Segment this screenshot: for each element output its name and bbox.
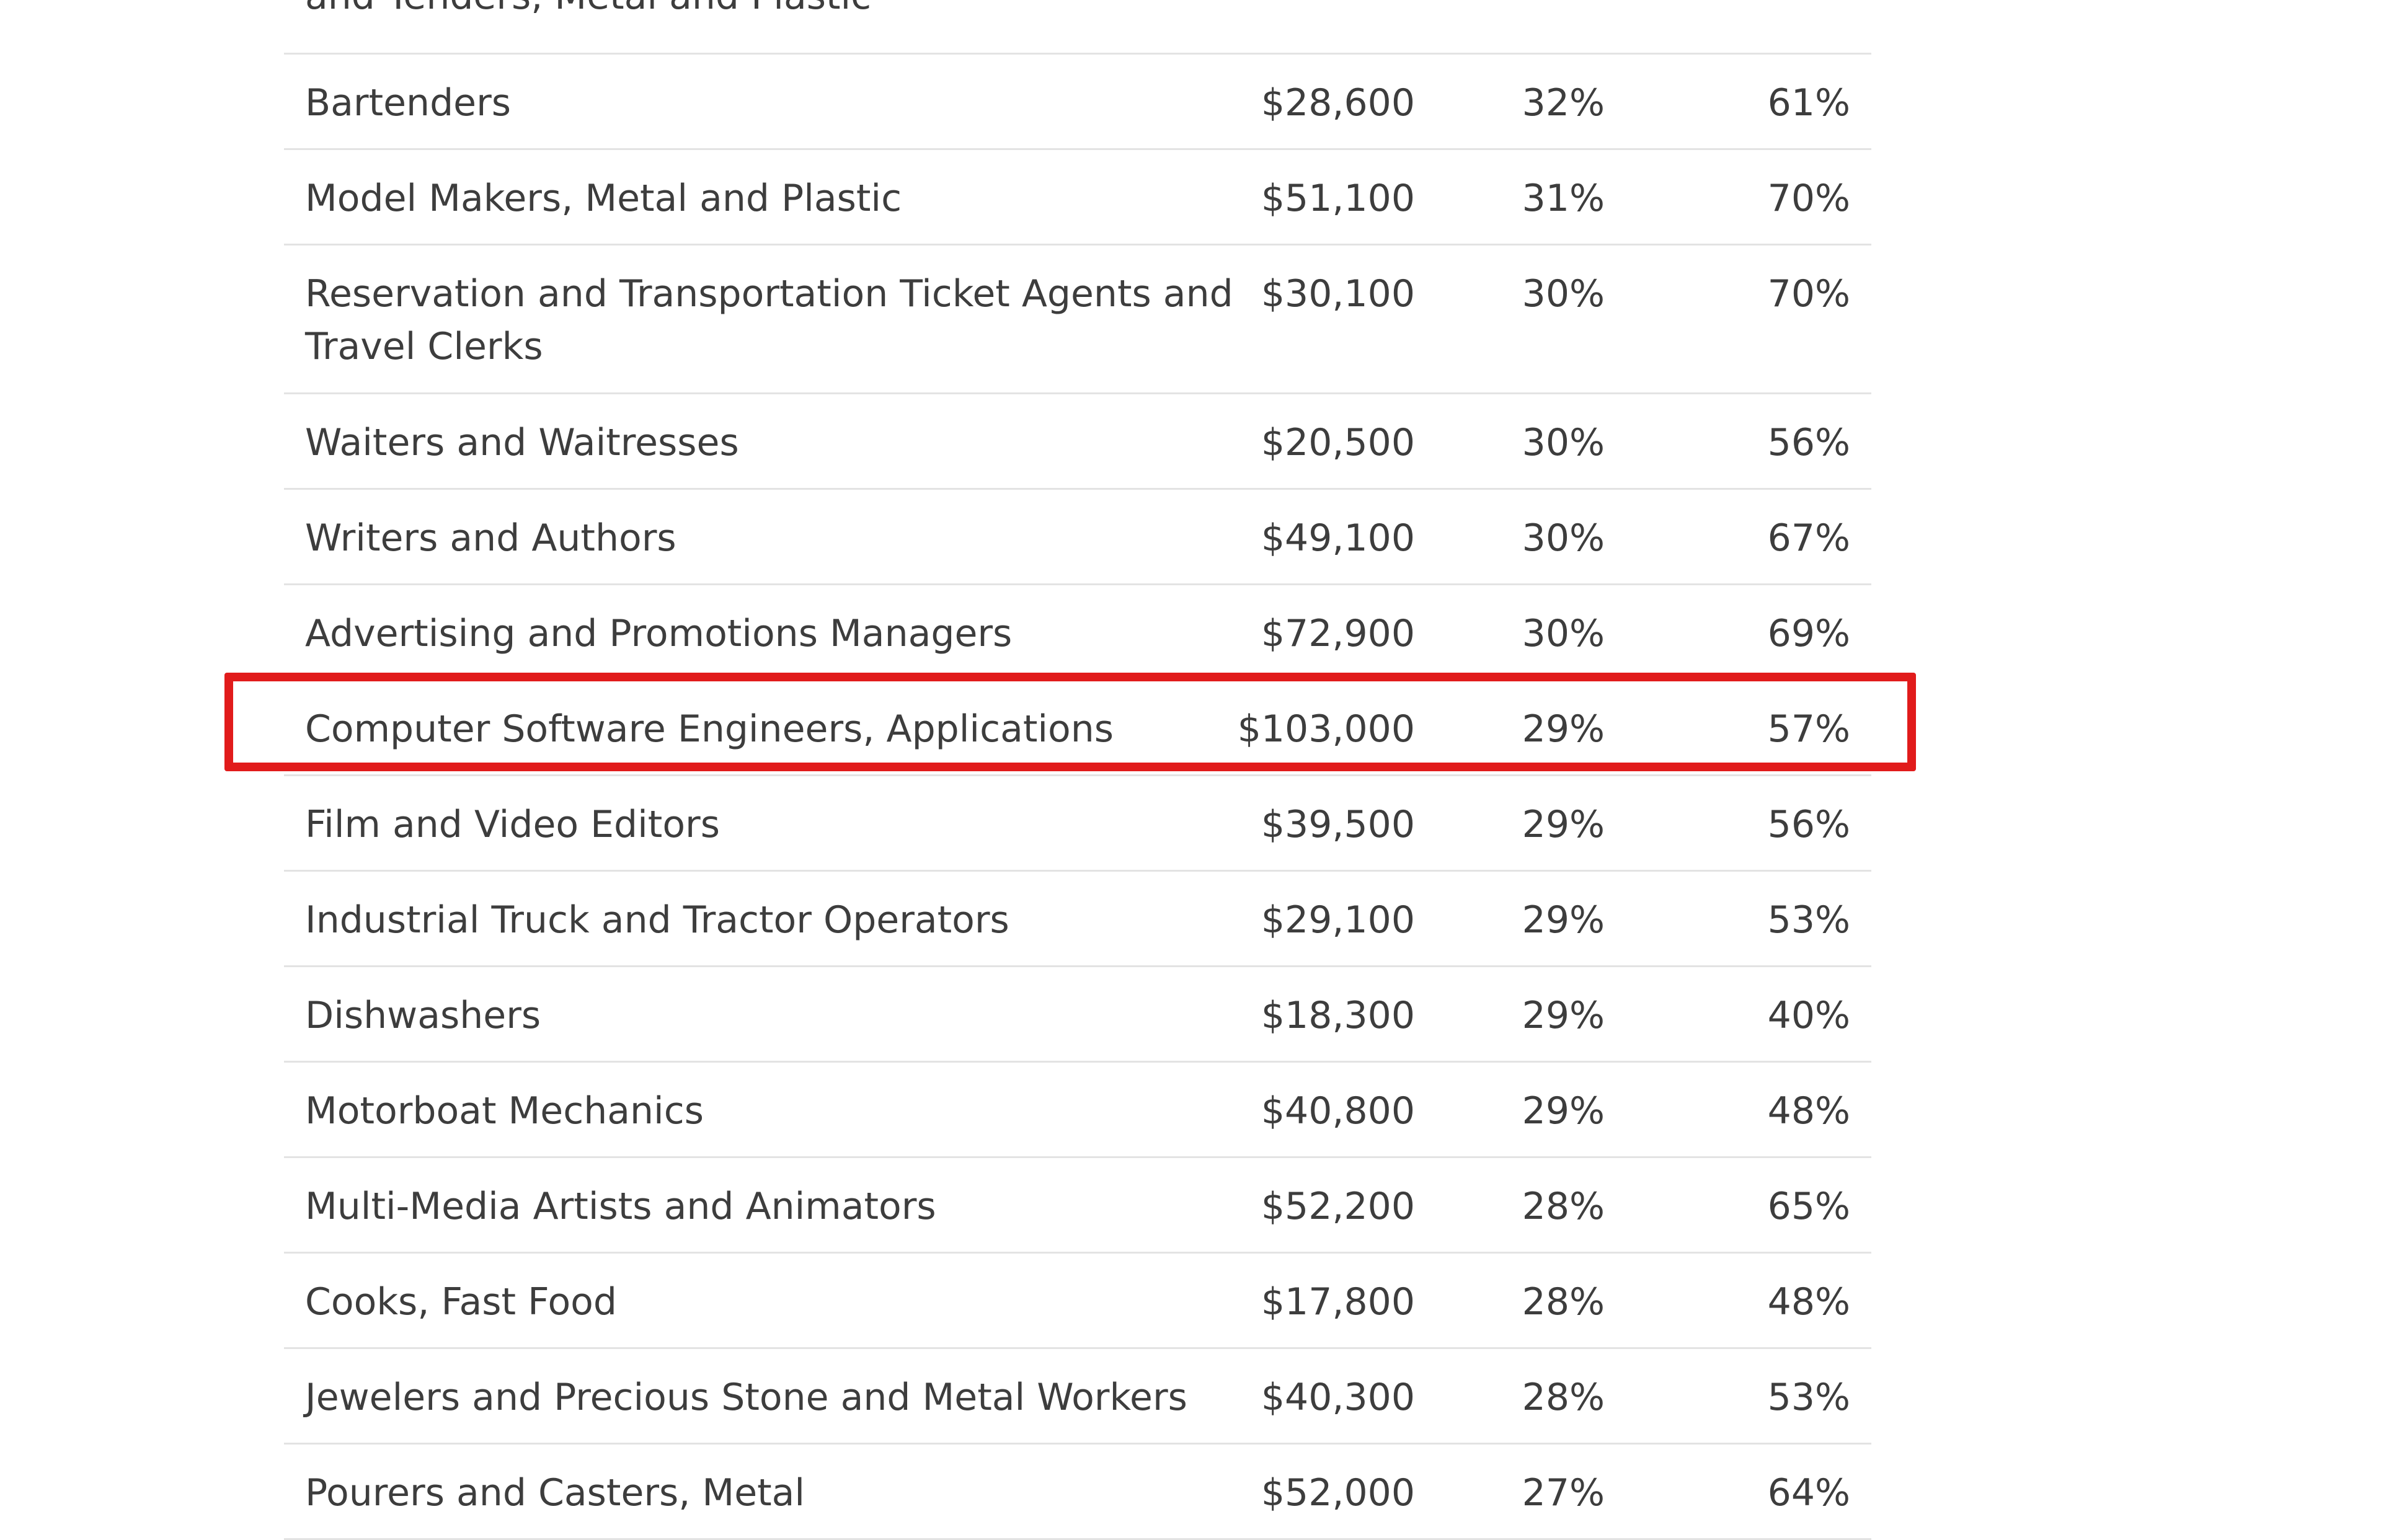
median-salary: $103,000 [1237,707,1415,751]
occupation-name: Jewelers and Precious Stone and Metal Wo… [305,1376,1187,1419]
percent-a: 30% [1522,421,1605,464]
percent-b: 70% [1767,272,1850,316]
occupation-name: Reservation and Transportation Ticket Ag… [305,272,1233,368]
table-row: Cooks, Fast Food $17,800 28% 48% [284,1254,1871,1349]
percent-b: 65% [1767,1185,1850,1228]
occupation-name: Bartenders [305,81,511,125]
occupation-name: Waiters and Waitresses [305,421,739,464]
percent-a: 29% [1522,1089,1605,1133]
median-salary: $39,500 [1261,803,1415,846]
percent-a: 30% [1522,272,1605,316]
occupation-name: Advertising and Promotions Managers [305,612,1013,655]
median-salary: $28,600 [1261,81,1415,125]
occupation-name: Computer Software Engineers, Application… [305,707,1114,751]
percent-b: 48% [1767,1089,1850,1133]
percent-a: 30% [1522,612,1605,655]
percent-a: 30% [1522,516,1605,560]
percent-b: 40% [1767,994,1850,1037]
occupation-name: Dishwashers [305,994,541,1037]
occupation-name: Industrial Truck and Tractor Operators [305,898,1009,942]
percent-a: 31% [1522,177,1605,220]
median-salary: $30,100 [1261,272,1415,316]
median-salary: $40,800 [1261,1089,1415,1133]
median-salary: $51,100 [1261,177,1415,220]
percent-b: 56% [1767,803,1850,846]
median-salary: $18,300 [1261,994,1415,1037]
table-row: Waiters and Waitresses $20,500 30% 56% [284,394,1871,490]
occupation-name: Writers and Authors [305,516,676,560]
percent-a: 28% [1522,1185,1605,1228]
median-salary: $29,100 [1261,898,1415,942]
percent-a: 29% [1522,707,1605,751]
percent-b: 53% [1767,898,1850,942]
table-row: Reservation and Transportation Ticket Ag… [284,246,1871,394]
table-row: Advertising and Promotions Managers $72,9… [284,585,1871,681]
median-salary: $20,500 [1261,421,1415,464]
median-salary: $17,800 [1261,1280,1415,1324]
median-salary: $72,900 [1261,612,1415,655]
table-row: Bartenders $28,600 32% 61% [284,55,1871,150]
table-row: Multi-Media Artists and Animators $52,200… [284,1158,1871,1254]
occupation-name: Cooks, Fast Food [305,1280,617,1324]
percent-a: 29% [1522,994,1605,1037]
occupation-name: Multi-Media Artists and Animators [305,1185,936,1228]
table-row: Pourers and Casters, Metal $52,000 27% 64% [284,1445,1871,1540]
percent-b: 48% [1767,1280,1850,1324]
table-row: Computer Software Engineers, Application… [284,681,1871,776]
percent-b: 57% [1767,707,1850,751]
percent-b: 56% [1767,421,1850,464]
percent-b: 61% [1767,81,1850,125]
table-row: Industrial Truck and Tractor Operators $2… [284,872,1871,967]
occupation-name: Pourers and Casters, Metal [305,1471,805,1515]
table-row: Model Makers, Metal and Plastic $51,100 31… [284,150,1871,246]
table-row: Film and Video Editors $39,500 29% 56% [284,776,1871,872]
occupation-name: Model Makers, Metal and Plastic [305,177,902,220]
table-row: Writers and Authors $49,100 30% 67% [284,490,1871,585]
occupation-name: and Tenders, Metal and Plastic [305,0,1248,23]
percent-a: 28% [1522,1280,1605,1324]
percent-b: 67% [1767,516,1850,560]
percent-a: 29% [1522,898,1605,942]
percent-a: 27% [1522,1471,1605,1515]
median-salary: $52,000 [1261,1471,1415,1515]
percent-b: 69% [1767,612,1850,655]
median-salary: $49,100 [1261,516,1415,560]
percent-a: 28% [1522,1376,1605,1419]
percent-a: 29% [1522,803,1605,846]
percent-b: 70% [1767,177,1850,220]
table-row: Jewelers and Precious Stone and Metal Wo… [284,1349,1871,1445]
percent-b: 64% [1767,1471,1850,1515]
percent-b: 53% [1767,1376,1850,1419]
table-row-partial: and Tenders, Metal and Plastic [284,0,1871,55]
table-row: Motorboat Mechanics $40,800 29% 48% [284,1063,1871,1158]
occupation-name: Film and Video Editors [305,803,720,846]
percent-a: 32% [1522,81,1605,125]
table-row: Dishwashers $18,300 29% 40% [284,967,1871,1063]
median-salary: $40,300 [1261,1376,1415,1419]
median-salary: $52,200 [1261,1185,1415,1228]
occupation-name: Motorboat Mechanics [305,1089,704,1133]
